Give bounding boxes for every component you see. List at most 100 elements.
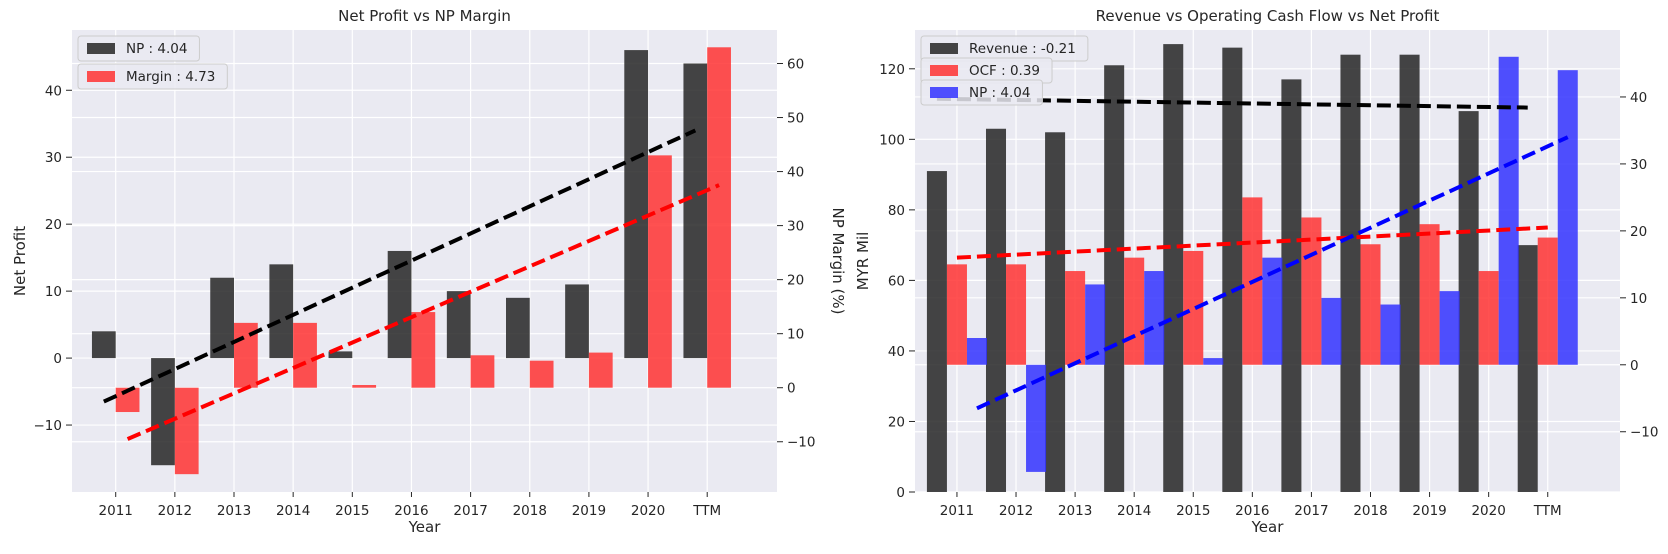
trendline-np xyxy=(102,128,697,404)
legend-label: OCF : 0.39 xyxy=(969,63,1040,79)
bar-margin xyxy=(293,322,317,388)
y-tick-label: 0 xyxy=(896,485,905,501)
x-tick-label: 2013 xyxy=(217,503,251,519)
x-tick-label: 2018 xyxy=(513,503,547,519)
bar-revenue xyxy=(1458,111,1479,492)
bar-margin xyxy=(411,312,436,388)
y2-tick-label: 20 xyxy=(787,273,804,289)
y-tick-label: 40 xyxy=(45,83,62,99)
x-tick-label: 2014 xyxy=(276,503,310,519)
x-tick-label: 2016 xyxy=(394,503,428,519)
bar-revenue xyxy=(1399,54,1420,493)
bar-np xyxy=(446,291,471,359)
bar-revenue xyxy=(1517,245,1538,492)
y-tick-label: 80 xyxy=(888,203,905,219)
trendline-ocf xyxy=(956,225,1548,260)
y2-tick-label: 40 xyxy=(1630,90,1647,106)
bar-np xyxy=(151,358,175,466)
x-tick-label: 2011 xyxy=(940,503,974,519)
x-tick-label: 2012 xyxy=(158,503,192,519)
y-tick-label: 20 xyxy=(45,217,62,233)
bar-np xyxy=(1026,364,1047,472)
bar-margin xyxy=(588,352,613,388)
bar-ocf xyxy=(1006,264,1027,365)
legend-box xyxy=(920,79,1043,106)
legend-np: NP : 4.04 xyxy=(920,79,1043,106)
legend-np: NP : 4.04 xyxy=(77,35,200,62)
y2-tick-label: 60 xyxy=(787,57,804,73)
bar-ocf xyxy=(1537,237,1558,365)
x-tick-label: 2012 xyxy=(999,503,1033,519)
y-tick-label: 10 xyxy=(45,284,62,300)
y2-tick-label: 40 xyxy=(787,165,804,181)
bar-np xyxy=(1144,271,1165,365)
x-tick-label: 2015 xyxy=(335,503,369,519)
y2-tick-label: 10 xyxy=(787,327,804,343)
legend-ocf: OCF : 0.39 xyxy=(920,57,1053,84)
bar-np xyxy=(1321,297,1342,365)
chart-title: Net Profit vs NP Margin xyxy=(338,7,511,25)
bar-np xyxy=(387,250,412,359)
bar-ocf xyxy=(946,264,967,365)
bar-margin xyxy=(470,355,495,388)
bar-revenue xyxy=(926,171,947,492)
legend-label: Revenue : -0.21 xyxy=(969,41,1076,57)
x-tick-label: 2013 xyxy=(1058,503,1092,519)
y-tick-label: 40 xyxy=(888,344,905,360)
bar-revenue xyxy=(1281,79,1302,492)
x-tick-label: 2019 xyxy=(1412,503,1446,519)
bar-revenue xyxy=(1222,47,1243,493)
bar-margin xyxy=(648,155,672,388)
x-tick-label: TTM xyxy=(1533,503,1562,519)
x-tick-label: 2014 xyxy=(1117,503,1151,519)
trendline-np xyxy=(976,135,1569,411)
y-tick-label: 0 xyxy=(53,351,62,367)
y2-tick-label: 50 xyxy=(787,111,804,127)
bar-margin xyxy=(115,387,140,413)
x-tick-label: 2016 xyxy=(1235,503,1269,519)
x-tick-label: 2020 xyxy=(631,503,665,519)
bar-np xyxy=(1380,304,1401,365)
bar-np xyxy=(1085,284,1106,365)
legend-label: NP : 4.04 xyxy=(969,85,1030,101)
legend-label: Margin : 4.73 xyxy=(126,69,215,85)
bar-np xyxy=(1439,291,1460,365)
bar-ocf xyxy=(1360,244,1381,365)
y-tick-label: 20 xyxy=(888,414,905,430)
x-tick-label: 2015 xyxy=(1176,503,1210,519)
chart-1: 2011 2012 2013 2014 2015 2016 2017 2018 2019 2020… xyxy=(11,7,847,536)
y-axis-label: MYR Mil xyxy=(854,232,872,291)
legend-label: NP : 4.04 xyxy=(126,41,187,57)
y2-tick-label: 0 xyxy=(787,381,796,397)
legend-swatch xyxy=(87,71,115,82)
trendline-revenue xyxy=(936,96,1528,110)
bar-margin xyxy=(352,385,377,388)
bar-np xyxy=(1262,257,1283,365)
x-axis-label: Year xyxy=(1251,518,1285,536)
y-tick-label: 60 xyxy=(888,273,905,289)
y-axis-label: Net Profit xyxy=(11,226,29,296)
bar-np xyxy=(328,351,353,359)
bar-np xyxy=(966,338,987,365)
bar-revenue xyxy=(1045,132,1066,492)
chart-2: 2011 2012 2013 2014 2015 2016 2017 2018 2019 2020… xyxy=(854,7,1659,536)
bar-ocf xyxy=(1124,257,1145,365)
y2-tick-label: 30 xyxy=(787,219,804,235)
y2-tick-label: −10 xyxy=(1630,425,1659,441)
bar-np xyxy=(505,297,530,359)
bar-margin xyxy=(707,47,731,388)
y2-tick-label: 20 xyxy=(1630,224,1647,240)
y2-tick-label: −10 xyxy=(787,435,816,451)
bar-margin xyxy=(529,360,554,388)
legend-margin: Margin : 4.73 xyxy=(77,63,228,90)
x-tick-label: 2017 xyxy=(453,503,487,519)
bar-np xyxy=(683,63,708,359)
bar-margin xyxy=(174,387,199,475)
trendline-margin xyxy=(126,183,720,441)
bar-np xyxy=(1203,358,1224,365)
legend-swatch xyxy=(930,65,958,76)
bar-ocf xyxy=(1419,224,1440,365)
bar-ocf xyxy=(1183,250,1204,365)
y2-tick-label: 30 xyxy=(1630,157,1647,173)
legend-swatch xyxy=(930,87,958,98)
